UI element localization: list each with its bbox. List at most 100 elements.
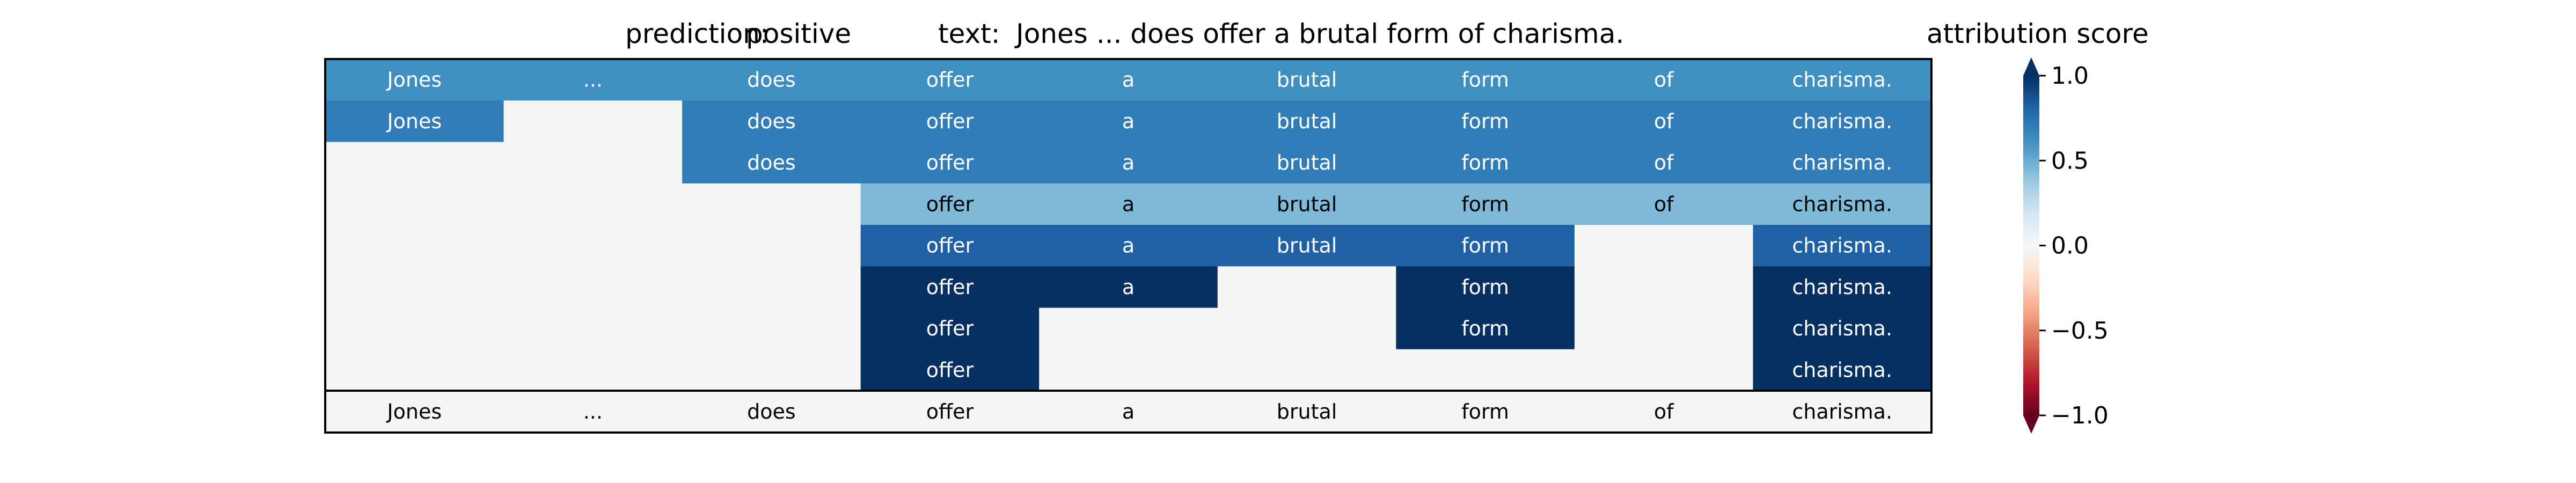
heatmap-cell-token: charisma.	[1792, 234, 1892, 258]
input-token-cell	[860, 391, 1040, 433]
heatmap-cell	[1039, 349, 1218, 391]
heatmap-cell-token: offer	[926, 317, 974, 340]
colorbar-tick-label: 0.0	[2051, 232, 2089, 260]
heatmap-cell-token: a	[1122, 192, 1135, 216]
heatmap-cell	[1396, 183, 1575, 225]
heatmap-cell-token: offer	[926, 275, 974, 299]
heatmap-cell-token: a	[1122, 151, 1135, 174]
heatmap-cell	[325, 225, 504, 267]
heatmap-cell-token: offer	[926, 68, 974, 92]
heatmap-cell-token: form	[1461, 192, 1509, 216]
heatmap-cell	[860, 59, 1040, 101]
heatmap-cell	[1574, 59, 1753, 101]
input-token: charisma.	[1792, 400, 1892, 423]
heatmap-cell	[1574, 349, 1753, 391]
prediction-label: prediction:	[625, 18, 769, 49]
heatmap-cell-token: brutal	[1277, 109, 1337, 133]
heatmap-cell	[682, 100, 861, 142]
input-token-cell	[325, 391, 504, 433]
heatmap-cell-token: form	[1461, 68, 1509, 92]
heatmap-cell	[1574, 266, 1753, 308]
heatmap-cell	[1396, 100, 1575, 142]
heatmap-cell	[325, 183, 504, 225]
heatmap-cell	[1753, 100, 1932, 142]
heatmap-cell-token: does	[747, 151, 796, 174]
colorbar-extend-min	[2023, 415, 2039, 434]
heatmap-cell-token: charisma.	[1792, 192, 1892, 216]
heatmap-cell	[503, 349, 683, 391]
heatmap-cell	[1039, 183, 1218, 225]
heatmap-cell-token: of	[1654, 151, 1674, 174]
heatmap-cell-token: of	[1654, 192, 1674, 216]
attribution-heatmap: Jones... does offer a brutal form of charisma. J…	[325, 59, 1932, 391]
text-value: Jones ... does offer a brutal form of ch…	[1014, 18, 1624, 49]
heatmap-cell	[1574, 308, 1753, 350]
heatmap-cell	[682, 59, 861, 101]
heatmap-cell	[860, 225, 1040, 267]
colorbar-title: attribution score	[1927, 18, 2149, 49]
text-label: text:	[938, 18, 1000, 49]
heatmap-cell	[325, 100, 504, 142]
input-token: brutal	[1277, 400, 1337, 423]
heatmap-cell-token: offer	[926, 192, 974, 216]
heatmap-cell	[1574, 100, 1753, 142]
heatmap-cell-token: form	[1461, 234, 1509, 258]
heatmap-cell	[1396, 142, 1575, 184]
heatmap-cell	[682, 225, 861, 267]
input-token: offer	[926, 400, 974, 423]
colorbar-ticks: 1.0 0.5 0.0 −0.5 −1.0	[2039, 62, 2109, 429]
heatmap-cell	[1753, 225, 1932, 267]
heatmap-cell-token: brutal	[1277, 192, 1337, 216]
heatmap-cell-token: offer	[926, 358, 974, 382]
colorbar-tick-label: 0.5	[2051, 147, 2089, 174]
heatmap-cell	[1574, 183, 1753, 225]
heatmap-cell	[325, 349, 504, 391]
heatmap-cell-token: a	[1122, 275, 1135, 299]
heatmap-cell	[682, 142, 861, 184]
heatmap-cell	[860, 142, 1040, 184]
heatmap-cell-token: offer	[926, 109, 974, 133]
heatmap-cell-token: of	[1654, 68, 1674, 92]
heatmap-cell	[1039, 308, 1218, 350]
heatmap-cell-token: brutal	[1277, 234, 1337, 258]
heatmap-cell-token: offer	[926, 234, 974, 258]
heatmap-cell	[1217, 308, 1396, 350]
heatmap-cell	[682, 266, 861, 308]
heatmap-cell	[503, 183, 683, 225]
heatmap-cell-token: does	[747, 68, 796, 92]
heatmap-cell	[682, 349, 861, 391]
heatmap-cell-token: Jones	[386, 68, 442, 92]
heatmap-cell	[503, 100, 683, 142]
input-token: ...	[583, 400, 603, 423]
heatmap-cell	[682, 183, 861, 225]
heatmap-cell	[1039, 59, 1218, 101]
heatmap-cell	[325, 142, 504, 184]
heatmap-cell	[1396, 266, 1575, 308]
heatmap-cell-token: charisma.	[1792, 275, 1892, 299]
heatmap-cell-token: a	[1122, 109, 1135, 133]
heatmap-cell	[1753, 183, 1932, 225]
heatmap-cell-token: a	[1122, 234, 1135, 258]
heatmap-cell-token: charisma.	[1792, 109, 1892, 133]
heatmap-cell	[503, 59, 683, 101]
heatmap-cell	[1753, 59, 1932, 101]
heatmap-cell-token: form	[1461, 317, 1509, 340]
heatmap-cell	[1753, 308, 1932, 350]
heatmap-cell	[503, 142, 683, 184]
heatmap-cell	[1217, 225, 1396, 267]
heatmap-cell-token: offer	[926, 151, 974, 174]
heatmap-cell	[1217, 349, 1396, 391]
heatmap-cell-token: a	[1122, 68, 1135, 92]
heatmap-cell	[503, 308, 683, 350]
heatmap-cell	[1396, 225, 1575, 267]
heatmap-cell-token: of	[1654, 109, 1674, 133]
heatmap-cell	[1217, 266, 1396, 308]
heatmap-cell	[1396, 59, 1575, 101]
heatmap-cell-token: brutal	[1277, 68, 1337, 92]
heatmap-cell-token: charisma.	[1792, 151, 1892, 174]
colorbar-extend-max	[2023, 57, 2039, 76]
heatmap-cell-token: form	[1461, 275, 1509, 299]
heatmap-cell-token: form	[1461, 151, 1509, 174]
input-token: of	[1654, 400, 1674, 423]
